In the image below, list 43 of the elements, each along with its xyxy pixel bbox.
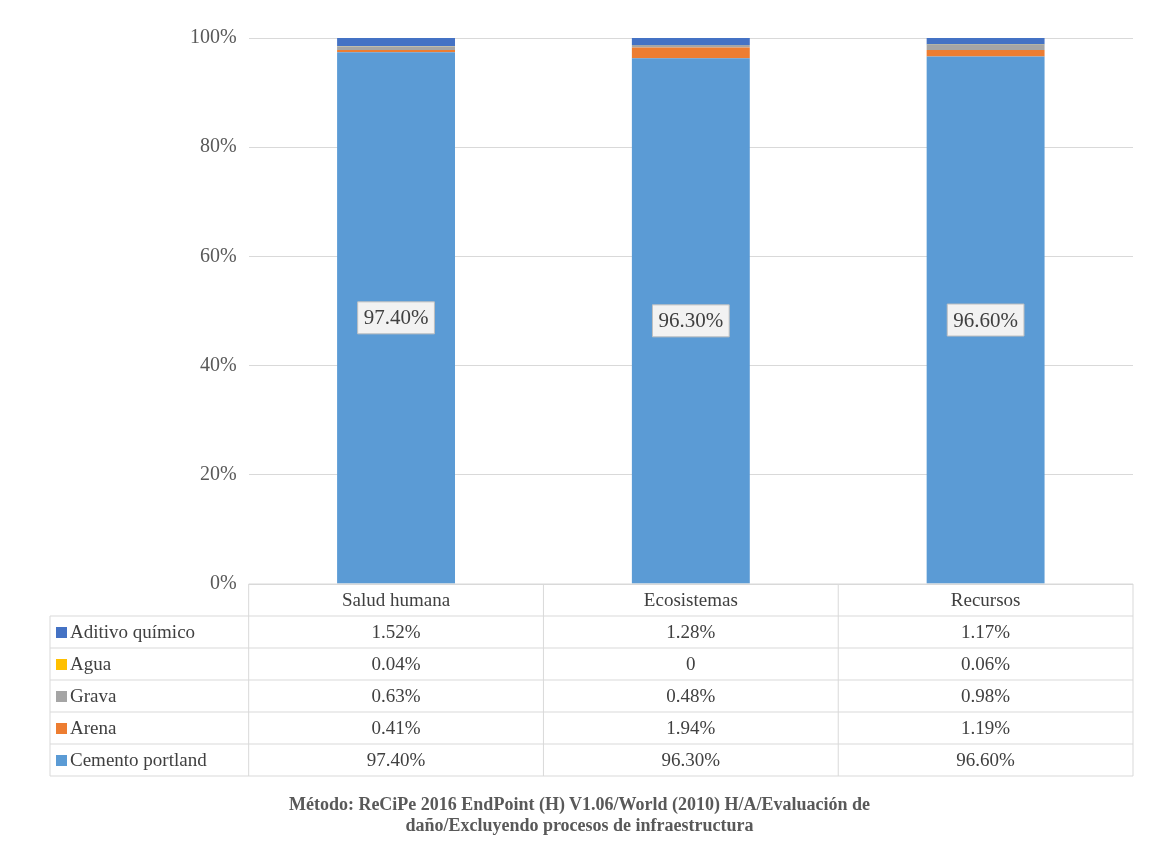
text: 96.30% — [658, 308, 724, 333]
bar — [631, 47, 750, 59]
y-tick-label: 40% — [199, 352, 237, 375]
text: Método: ReCiPe 2016 EndPoint (H) V1.06/World (2010) H/A/Evaluación de daño/Excluyendo procesos de infraestructura — [287, 794, 872, 836]
data-label: 96.30% — [661, 748, 721, 770]
data-label: 0.41% — [371, 716, 421, 738]
legend-label: Grava — [70, 684, 117, 706]
y-tick-label: 80% — [199, 134, 237, 157]
x-tick-label: Recursos — [950, 588, 1021, 610]
legend-label: Agua — [70, 652, 112, 674]
bar — [631, 58, 750, 584]
data-label: 0.98% — [961, 684, 1011, 706]
y-tick-label: 100% — [189, 25, 237, 48]
bar — [337, 52, 456, 584]
data-label: 1.28% — [666, 620, 716, 642]
bar — [926, 56, 1045, 584]
data-label: 0.63% — [371, 684, 421, 706]
legend-label: Aditivo químico — [70, 620, 196, 642]
text: 97.40% — [363, 305, 429, 330]
legend-label: Cemento portland — [70, 748, 208, 770]
bar — [337, 38, 456, 47]
legend-label: Arena — [70, 716, 117, 738]
bar — [926, 44, 1045, 51]
data-label: 97.40% — [366, 748, 426, 770]
data-label: 1.94% — [666, 716, 716, 738]
bar — [631, 44, 750, 48]
y-tick-label: 60% — [199, 243, 237, 266]
x-tick-label: Ecosistemas — [643, 588, 738, 610]
data-label: 96.60% — [956, 748, 1016, 770]
data-label: 0.48% — [666, 684, 716, 706]
bar — [926, 50, 1045, 57]
text: 96.60% — [953, 307, 1018, 332]
data-label: 0.04% — [371, 652, 421, 674]
data-label: 0 — [686, 652, 696, 674]
data-label: 1.17% — [961, 620, 1011, 642]
data-label: 0.06% — [961, 652, 1011, 674]
bar — [631, 38, 750, 45]
data-label: 1.52% — [371, 620, 421, 642]
data-label: 1.19% — [961, 716, 1011, 738]
bar — [926, 38, 1045, 45]
x-tick-label: Salud humana — [341, 588, 451, 610]
y-tick-label: 20% — [199, 462, 237, 485]
y-tick-label: 0% — [209, 571, 237, 594]
